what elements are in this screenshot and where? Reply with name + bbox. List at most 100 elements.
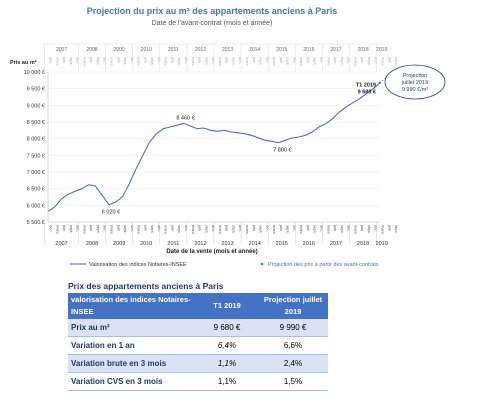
top-tick-label: juin [170, 56, 175, 63]
x-tick-label: juin [252, 224, 257, 231]
top-tick-label: sept. [259, 57, 264, 66]
top-tick-label: sept. [150, 57, 155, 66]
x-tick-label: déc. [347, 225, 352, 233]
x-tick-label: déc. [184, 225, 189, 233]
x-tick-label: sept. [367, 225, 372, 234]
top-tick-label: sept. [123, 57, 128, 66]
price-table: valorisation des indices Notaires-INSEE … [68, 293, 328, 391]
x-tick-label: mars [191, 225, 196, 234]
x-tick-label: déc. [130, 225, 135, 233]
y-tick-label: 9 000 € [27, 103, 45, 109]
top-tick-label: mars [55, 57, 60, 66]
top-tick-label: déc. [347, 57, 352, 65]
x-tick-label: mars [82, 225, 87, 234]
x-tick-label: juin [89, 224, 94, 231]
top-tick-label: sept. [394, 57, 399, 66]
top-tick-label: mars [381, 57, 386, 66]
top-tick-label: déc. [130, 57, 135, 65]
table-row-label: Variation CVS en 3 mois [68, 372, 196, 391]
table-header-t1: T1 2019 [196, 293, 258, 319]
top-tick-label: mars [353, 57, 358, 66]
x-tick-label: sept. [394, 225, 399, 234]
x-tick-label: déc. [103, 225, 108, 233]
x-tick-label: juin [360, 224, 365, 231]
y-tick-label: 7 500 € [27, 153, 45, 159]
table-cell-t1: 6,4% [196, 336, 258, 355]
grid [48, 71, 380, 223]
top-tick-label: mars [164, 57, 169, 66]
top-tick-label: juin [116, 56, 121, 63]
legend-label-projection: Projection des prix à partir des avant-c… [268, 262, 379, 268]
x-year-label: 2013 [221, 241, 233, 247]
annotation-t1-2019-period: T1 2019 [356, 83, 376, 89]
x-tick-label: mars [245, 225, 250, 234]
table-cell-projection: 9 990 € [258, 319, 328, 337]
x-tick-label: juin [170, 224, 175, 231]
table-row-label: Variation en 1 an [68, 336, 196, 355]
table-cell-projection: 6,6% [258, 336, 328, 355]
top-tick-label: juin [198, 56, 203, 63]
projection-callout-line: 9 990 €/m² [402, 87, 428, 93]
table-row: Variation brute en 3 mois 1,1% 2,4% [68, 354, 328, 373]
x-tick-label: sept. [313, 225, 318, 234]
annotation-t1-2019-value: 9 680 € [358, 90, 376, 96]
top-tick-label: sept. [367, 57, 372, 66]
y-tick-label: 8 500 € [27, 120, 45, 126]
top-tick-label: juin [89, 56, 94, 63]
x-tick-label: déc. [76, 225, 81, 233]
x-tick-label: mars [109, 225, 114, 234]
y-tick-label: 5 500 € [27, 220, 45, 226]
x-year-label: 2011 [167, 241, 179, 247]
table-cell-t1: 1,1% [196, 354, 258, 373]
x-tick-label: déc. [320, 225, 325, 233]
x-tick-label: mars [353, 225, 358, 234]
x-tick-label: mars [218, 225, 223, 234]
x-tick-label: déc. [238, 225, 243, 233]
x-tick-label: sept. [259, 225, 264, 234]
top-year-label: 2017 [330, 47, 341, 53]
x-year-label: 2017 [330, 241, 342, 247]
x-tick-label: sept. [231, 225, 236, 234]
top-tick-label: mars [272, 57, 277, 66]
x-tick-label: sept. [69, 225, 74, 234]
top-year-label: 2015 [276, 47, 287, 53]
x-year-label: 2010 [140, 241, 152, 247]
x-tick-label: juin [306, 224, 311, 231]
y-tick-label: 6 500 € [27, 187, 45, 193]
top-tick-label: déc. [374, 57, 379, 65]
x-tick-label: mars [164, 225, 169, 234]
table-cell-projection: 1,5% [258, 372, 328, 391]
x-tick-label: sept. [286, 225, 291, 234]
x-tick-label: mars [55, 225, 60, 234]
x-year-label: 2015 [276, 241, 288, 247]
chart-title: Projection du prix au m² des appartement… [87, 6, 338, 16]
x-tick-label: juin [198, 224, 203, 231]
y-tick-label: 8 000 € [27, 137, 45, 143]
top-tick-label: déc. [76, 57, 81, 65]
legend-label-indices: Valorisation des indices Notaires-INSEE [89, 262, 187, 268]
top-tick-label: mars [137, 57, 142, 66]
price-table-section: Prix des appartements anciens à Paris va… [68, 281, 328, 391]
top-tick-label: sept. [340, 57, 345, 66]
top-tick-label: mars [326, 57, 331, 66]
x-axis-label: Date de la vente (mois et année) [166, 249, 257, 255]
x-tick-label: sept. [177, 225, 182, 234]
table-row: Prix au m² 9 680 €9 990 € [68, 319, 328, 337]
top-year-label: 2008 [86, 47, 97, 53]
table-cell-t1: 1,1% [196, 372, 258, 391]
x-tick-label: juin [225, 224, 230, 231]
top-tick-label: mars [245, 57, 250, 66]
x-tick-label: déc. [292, 225, 297, 233]
top-tick-label: juin [143, 56, 148, 63]
chart-subtitle: Date de l'avant-contrat (mois et année) [152, 20, 273, 27]
top-tick-label: juin [360, 56, 365, 63]
x-tick-label: déc. [211, 225, 216, 233]
price-chart: Projection du prix au m² des appartement… [10, 6, 446, 268]
top-tick-label: déc. [103, 57, 108, 65]
x-tick-label: sept. [150, 225, 155, 234]
top-tick-label: juin [279, 56, 284, 63]
x-tick-label: déc. [265, 225, 270, 233]
table-row: Variation en 1 an 6,4% 6,6% [68, 336, 328, 355]
top-year-label: 2010 [141, 47, 152, 53]
series-lines [47, 71, 395, 212]
